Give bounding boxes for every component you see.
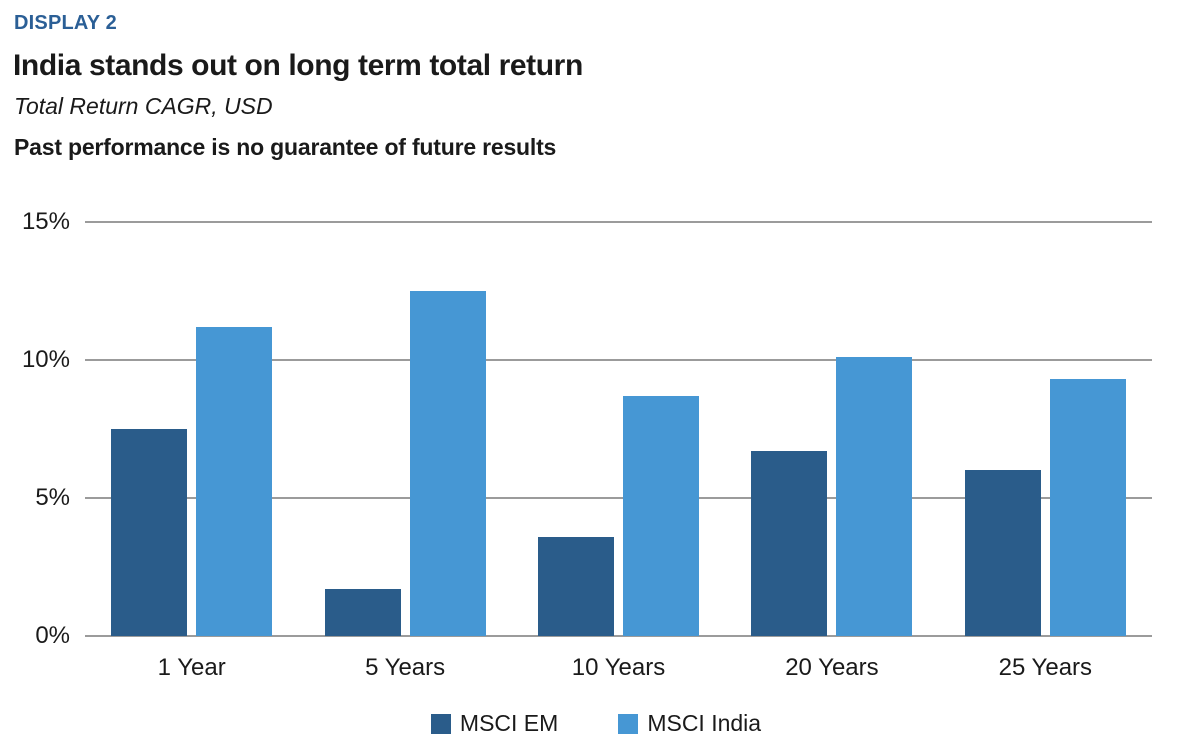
legend-item-msci-em: MSCI EM [430,710,559,737]
y-tick-label-10: 10% [21,346,70,373]
y-tick-label-0: 0% [35,622,70,649]
y-gridline-5 [85,497,1152,499]
legend-swatch-msci-em [430,713,451,734]
legend: MSCI EM MSCI India [0,710,1192,737]
x-tick-label-10-years: 10 Years [571,654,666,681]
y-tick-label-15: 15% [21,208,70,235]
bar-msci-india-25-years [1049,379,1126,636]
x-axis-labels: 1 Year 5 Years 10 Years 20 Years 25 Years [85,654,1152,682]
bar-msci-em-10-years [538,536,615,636]
y-tick-label-5: 5% [35,484,70,511]
legend-label-msci-india: MSCI India [647,710,762,736]
bar-group-10-years [512,222,725,636]
legend-swatch-msci-india [618,713,639,734]
legend-label-msci-em: MSCI EM [459,710,559,736]
bar-msci-india-5-years [409,291,486,636]
bar-msci-india-10-years [623,395,700,636]
bar-group-1-year [85,222,298,636]
y-gridline-10 [85,359,1152,361]
x-tick-label-20-years: 20 Years [785,654,879,681]
chart-title: India stands out on long term total retu… [13,49,583,82]
y-gridline-15 [85,221,1152,223]
bar-group-20-years [725,222,938,636]
bar-msci-em-20-years [751,451,828,636]
x-tick-label-25-years: 25 Years [998,654,1093,681]
bar-groups [85,222,1152,636]
bar-msci-india-1-year [196,326,273,636]
x-tick-label-1-year: 1 Year [157,654,226,681]
bar-msci-em-1-year [111,429,188,636]
bar-group-25-years [939,222,1152,636]
bar-msci-india-20-years [836,357,913,636]
bar-msci-em-25-years [964,470,1041,636]
disclaimer-text: Past performance is no guarantee of futu… [14,134,557,160]
x-tick-label-5-years: 5 Years [365,654,446,681]
display-label: DISPLAY 2 [14,12,117,34]
bar-group-5-years [298,222,511,636]
legend-item-msci-india: MSCI India [618,710,761,737]
bar-msci-em-5-years [324,589,401,636]
chart-subtitle: Total Return CAGR, USD [14,93,273,119]
y-gridline-0 [85,635,1152,637]
